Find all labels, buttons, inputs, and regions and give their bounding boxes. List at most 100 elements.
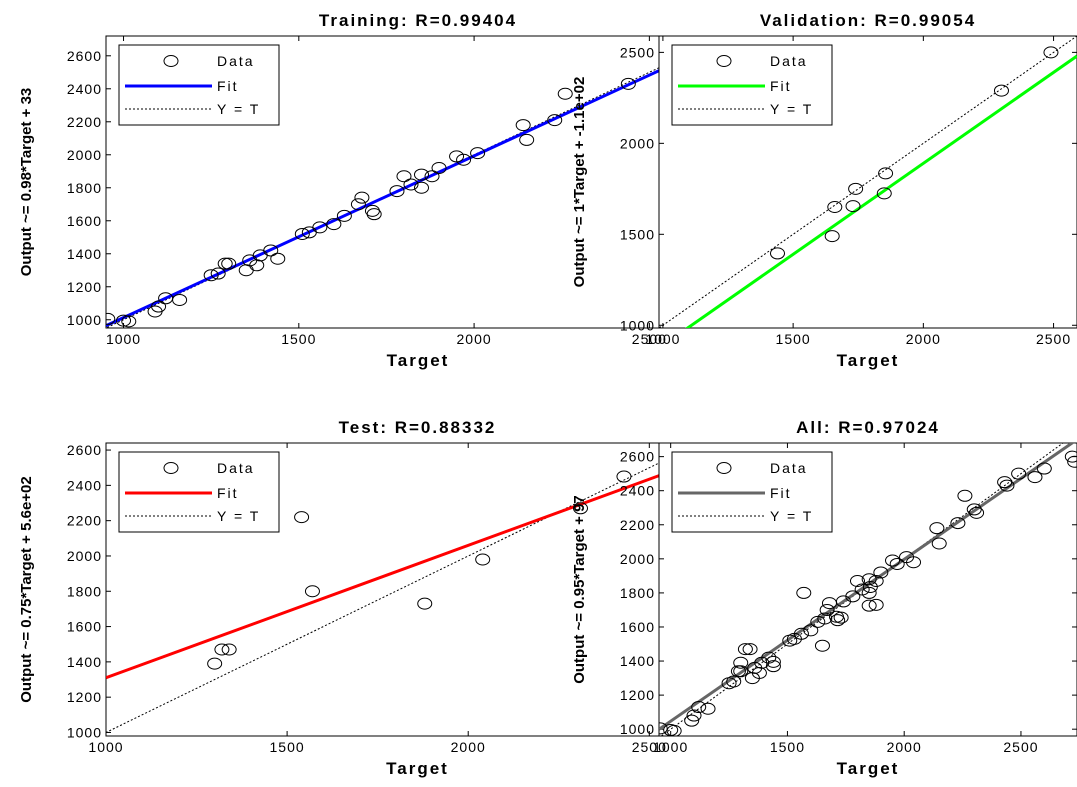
data-point <box>824 230 840 243</box>
y-tick-label: 2500 <box>620 44 655 60</box>
y-tick-label: 2400 <box>620 483 655 499</box>
x-tick-label: 1000 <box>88 739 123 755</box>
data-point <box>889 557 905 570</box>
data-point <box>449 150 465 163</box>
x-tick-label: 2000 <box>887 739 922 755</box>
legend-label-data: Data <box>770 460 808 476</box>
legend-label-identity: Y = T <box>217 508 260 524</box>
y-tick-label: 1400 <box>67 654 102 670</box>
data-point <box>906 556 922 569</box>
chart-all: 1000 1500 2000 2500100012001400160018002000… <box>571 418 1077 778</box>
data-point <box>929 522 945 535</box>
data-point <box>997 476 1013 489</box>
legend: Data Fit Y = T <box>118 451 280 533</box>
y-tick-label: 1000 <box>67 724 102 740</box>
x-tick-label: 1000 <box>106 331 141 347</box>
y-tick-label: 1200 <box>67 279 102 295</box>
y-tick-label: 2200 <box>67 114 102 130</box>
identity-line <box>659 36 1077 328</box>
data-point <box>116 314 132 327</box>
y-tick-label: 1800 <box>67 583 102 599</box>
data-point <box>304 585 320 598</box>
y-tick-label: 2600 <box>67 442 102 458</box>
chart-validation: 1000 1500 2000 25001000150020002500DataFitY… <box>571 11 1077 370</box>
y-axis-label: Output ~= 1*Target + -1.1e+02 <box>571 77 588 288</box>
data-point <box>957 489 973 502</box>
y-axis-label: Output ~= 0.95*Target + 97 <box>571 495 588 684</box>
y-tick-label: 2400 <box>67 81 102 97</box>
data-point <box>207 657 223 670</box>
data-point <box>396 170 412 183</box>
data-point <box>931 537 947 550</box>
data-point <box>827 201 843 214</box>
data-point <box>849 574 865 587</box>
x-tick-label: 2000 <box>906 331 941 347</box>
data-point <box>793 627 809 640</box>
data-point <box>819 603 835 616</box>
y-tick-label: 1600 <box>620 619 655 635</box>
data-point <box>417 597 433 610</box>
data-point <box>547 114 563 127</box>
data-point <box>336 209 352 222</box>
data-point <box>431 161 447 174</box>
data-point <box>817 612 833 625</box>
y-tick-label: 1200 <box>67 689 102 705</box>
y-tick-label: 2600 <box>67 48 102 64</box>
data-point <box>761 651 777 664</box>
legend-label-identity: Y = T <box>770 508 813 524</box>
data-point <box>737 643 753 656</box>
data-point <box>845 200 861 213</box>
data-point <box>999 479 1015 492</box>
legend-data-marker <box>163 55 179 67</box>
data-point <box>1011 467 1027 480</box>
y-tick-label: 1000 <box>620 721 655 737</box>
fit-line <box>685 54 1077 328</box>
y-tick-label: 1600 <box>67 213 102 229</box>
data-point <box>868 574 884 587</box>
legend: Data Fit Y = T <box>671 44 833 126</box>
data-point <box>270 252 286 265</box>
data-point <box>861 573 877 586</box>
data-point <box>403 178 419 191</box>
data-point <box>151 300 167 313</box>
x-tick-label: 1500 <box>770 739 805 755</box>
y-tick-label: 1400 <box>67 246 102 262</box>
x-axis-label: Target <box>386 759 449 778</box>
data-point <box>765 660 781 673</box>
data-point <box>814 639 830 652</box>
data-point <box>873 566 889 579</box>
data-point <box>666 724 682 736</box>
x-tick-label: 1500 <box>270 739 305 755</box>
y-tick-label: 2000 <box>620 551 655 567</box>
y-tick-label: 2200 <box>67 513 102 529</box>
data-point <box>700 702 716 715</box>
legend: Data Fit Y = T <box>671 451 833 533</box>
data-point <box>366 208 382 221</box>
data-point <box>515 119 531 132</box>
legend-label-data: Data <box>217 460 255 476</box>
legend-data-marker <box>716 55 732 67</box>
data-point <box>885 554 901 567</box>
data-point <box>217 257 233 270</box>
data-point <box>414 168 430 181</box>
data-point <box>214 643 230 656</box>
data-point <box>833 611 849 624</box>
data-point <box>878 167 894 180</box>
data-point <box>616 470 632 483</box>
y-axis-label: Output ~= 0.98*Target + 33 <box>18 88 35 277</box>
data-point <box>294 227 310 240</box>
data-point <box>769 247 785 260</box>
data-point <box>263 244 279 257</box>
chart-title: All: R=0.97024 <box>796 418 940 437</box>
data-point <box>733 656 749 669</box>
x-tick-label: 2500 <box>1036 331 1071 347</box>
y-tick-label: 2000 <box>67 147 102 163</box>
y-tick-label: 1500 <box>620 226 655 242</box>
legend-label-fit: Fit <box>217 78 239 94</box>
data-point <box>210 267 226 280</box>
data-point <box>354 191 370 204</box>
data-point <box>475 553 491 566</box>
fit-line <box>106 448 729 680</box>
data-point <box>796 586 812 599</box>
